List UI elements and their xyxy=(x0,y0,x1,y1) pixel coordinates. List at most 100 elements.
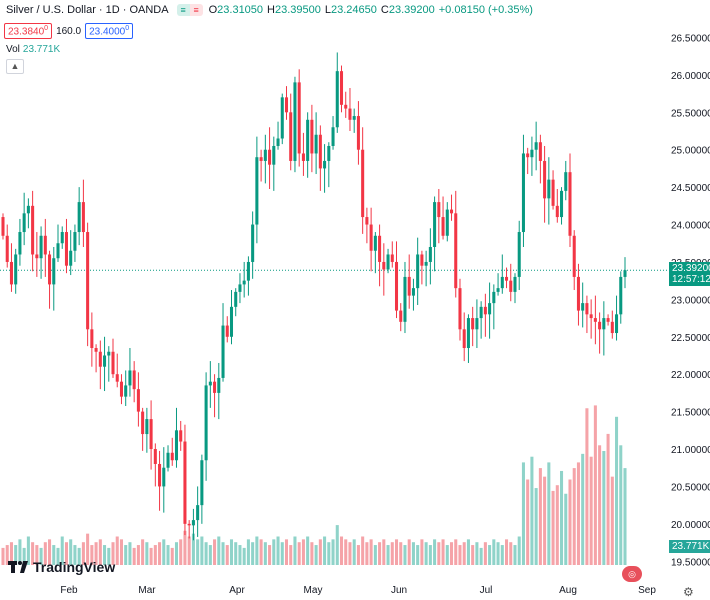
candle-body xyxy=(14,254,18,285)
candle-body xyxy=(530,149,534,158)
volume-bar xyxy=(361,536,365,565)
volume-bar xyxy=(344,539,348,565)
time-axis[interactable]: Feb Mar Apr May Jun Jul Aug Sep xyxy=(60,585,656,596)
candle-body xyxy=(128,370,132,386)
candle-body xyxy=(589,314,593,319)
candle-body xyxy=(521,153,525,233)
candle-body xyxy=(242,280,246,285)
candle-body xyxy=(52,258,56,285)
candle-body xyxy=(492,291,496,304)
candle-body xyxy=(170,452,174,461)
candle-body xyxy=(623,270,627,277)
y-tick-label: 23.00000 xyxy=(671,295,710,306)
volume-bar xyxy=(255,536,259,565)
volume-bar xyxy=(141,539,145,565)
candle-body xyxy=(179,430,183,442)
sell-button[interactable]: 23.38400 xyxy=(4,23,53,40)
price-axis[interactable]: 19.50000 20.00000 20.50000 21.00000 21.50000… xyxy=(671,33,710,568)
candle-body xyxy=(115,374,119,382)
chart-legend: Silver / U.S. Dollar · 1D · OANDA ≡ ≡ O2… xyxy=(6,4,533,16)
volume-bar xyxy=(538,468,542,565)
tradingview-logo[interactable]: TradingView xyxy=(8,559,115,575)
volume-bar xyxy=(331,539,335,565)
volume-bar xyxy=(560,470,564,565)
candle-body xyxy=(90,329,94,349)
volume-bar xyxy=(339,536,344,565)
candle-body xyxy=(411,288,415,296)
volume-bar xyxy=(204,542,208,565)
candle-body xyxy=(263,149,267,161)
candle-body xyxy=(204,385,208,461)
flag-icon[interactable]: ◎ xyxy=(622,566,642,582)
candle-body xyxy=(420,254,424,266)
volume-legend: Vol 23.771K xyxy=(6,44,61,55)
candle-body xyxy=(619,276,623,315)
volume-bar xyxy=(14,545,18,565)
candle-body xyxy=(369,224,373,251)
x-tick-label: Mar xyxy=(138,585,156,596)
candlesticks xyxy=(1,52,627,541)
candle-body xyxy=(268,149,272,165)
candle-body xyxy=(158,463,162,487)
volume-bar xyxy=(145,542,149,565)
candle-body xyxy=(449,209,454,214)
volume-bar xyxy=(81,542,85,565)
volume-bar xyxy=(225,545,229,565)
volume-bar xyxy=(619,445,623,565)
volume-bar xyxy=(509,542,513,565)
volume-bar xyxy=(323,536,327,565)
volume-bar xyxy=(229,539,234,565)
volume-bar xyxy=(284,539,289,565)
volume-bar xyxy=(479,547,483,565)
y-tick-label: 20.00000 xyxy=(671,520,710,531)
candle-body xyxy=(145,419,149,435)
candle-body xyxy=(124,385,128,397)
volume-bar xyxy=(119,539,123,565)
volume-bar xyxy=(39,547,43,565)
x-tick-label: Sep xyxy=(638,585,656,596)
volume-bar xyxy=(437,542,441,565)
volume-bar xyxy=(517,536,521,565)
candle-body xyxy=(69,250,73,266)
volume-bar xyxy=(488,545,492,565)
candle-body xyxy=(551,179,555,206)
y-tick-label: 22.50000 xyxy=(671,333,710,344)
volume-bar xyxy=(18,539,22,565)
candle-body xyxy=(505,276,509,281)
candle-body xyxy=(581,303,585,311)
chevron-up-icon[interactable]: ▲ xyxy=(6,59,24,74)
volume-bar xyxy=(280,542,284,565)
volume-bar xyxy=(458,545,462,565)
candle-body xyxy=(9,261,13,285)
x-tick-label: Feb xyxy=(60,585,78,596)
candle-body xyxy=(251,224,255,262)
x-tick-label: Jun xyxy=(391,585,407,596)
candle-body xyxy=(149,419,153,450)
candle-body xyxy=(103,355,107,367)
volume-bar xyxy=(505,539,509,565)
candle-body xyxy=(238,284,242,292)
candle-body xyxy=(136,389,140,412)
candle-body xyxy=(323,160,327,169)
volume-tag: 23.771K xyxy=(669,540,710,553)
candle-body xyxy=(221,325,225,378)
volume-bar xyxy=(593,405,597,565)
volume-bar xyxy=(259,539,263,565)
candle-body xyxy=(331,127,335,146)
symbol-title[interactable]: Silver / U.S. Dollar · 1D · OANDA xyxy=(6,4,169,16)
gear-icon[interactable]: ⚙ xyxy=(683,585,694,599)
volume-bar xyxy=(534,488,538,565)
volume-bar xyxy=(411,542,415,565)
candle-body xyxy=(454,213,458,289)
volume-bar xyxy=(293,536,297,565)
candle-body xyxy=(314,134,318,154)
volume-bar xyxy=(416,545,420,565)
candle-body xyxy=(424,261,428,266)
volume-bar xyxy=(551,490,555,565)
candle-body xyxy=(496,288,500,292)
candle-body xyxy=(335,71,339,128)
volume-bar xyxy=(9,542,13,565)
market-status-icon[interactable]: ≡ ≡ xyxy=(176,4,203,16)
buy-button[interactable]: 23.40000 xyxy=(85,23,134,40)
